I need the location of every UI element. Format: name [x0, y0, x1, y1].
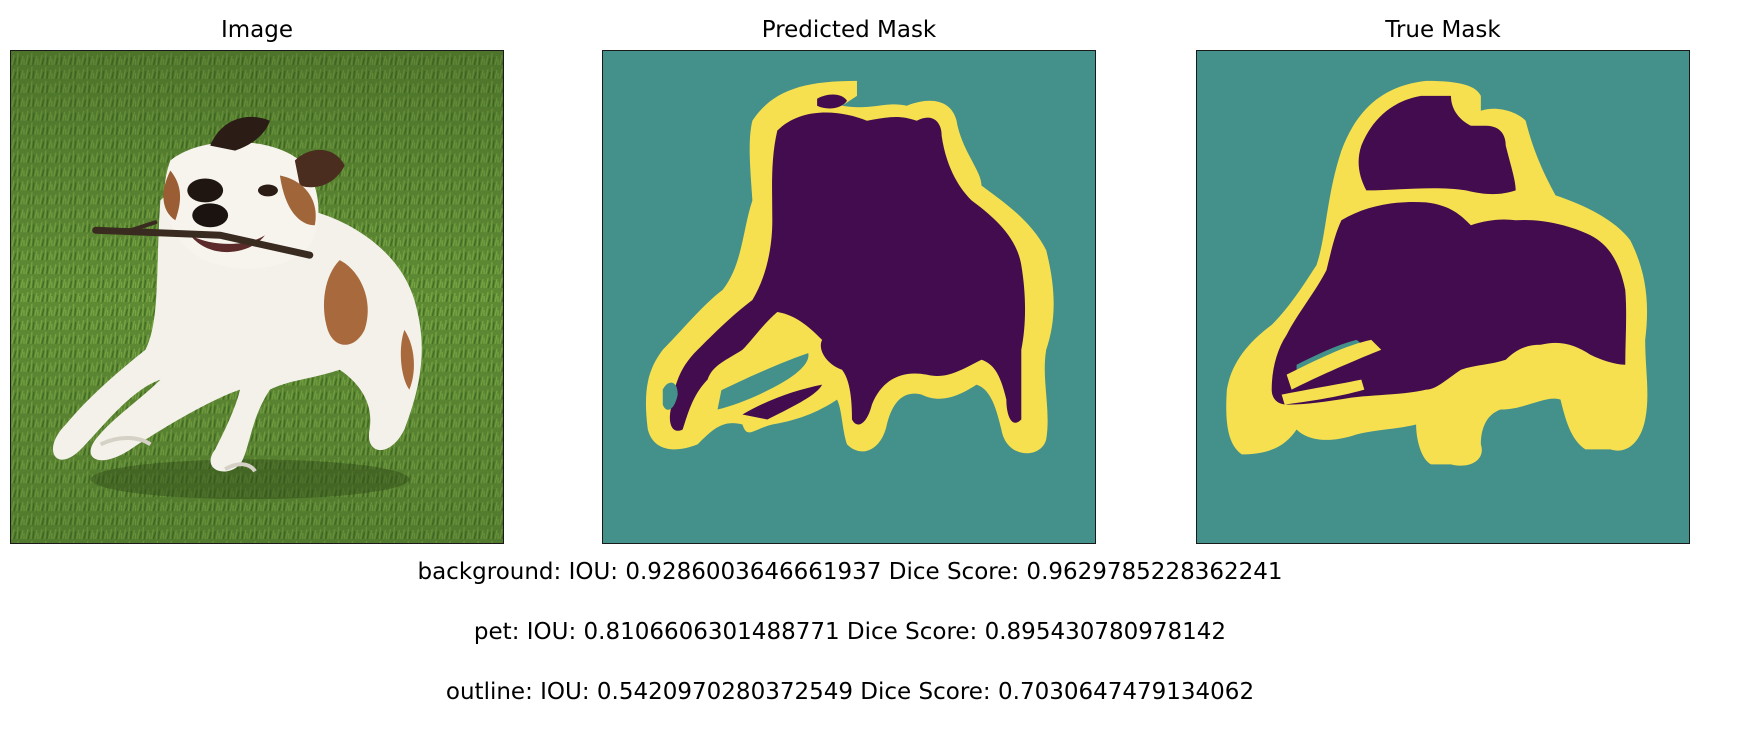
input-image-panel: [10, 50, 504, 544]
true-mask: [1197, 51, 1689, 543]
predicted-mask: [603, 51, 1095, 543]
true-mask-title: True Mask: [1385, 17, 1501, 43]
metric-pet: pet: IOU: 0.8106606301488771 Dice Score:…: [473, 619, 1227, 645]
dog-photo: [11, 51, 503, 543]
metric-outline: outline: IOU: 0.5420970280372549 Dice Sc…: [445, 679, 1255, 705]
metric-background: background: IOU: 0.9286003646661937 Dice…: [417, 559, 1283, 585]
image-title: Image: [220, 17, 294, 43]
predicted-mask-title: Predicted Mask: [761, 17, 937, 43]
true-mask-panel: [1196, 50, 1690, 544]
predicted-mask-panel: [602, 50, 1096, 544]
